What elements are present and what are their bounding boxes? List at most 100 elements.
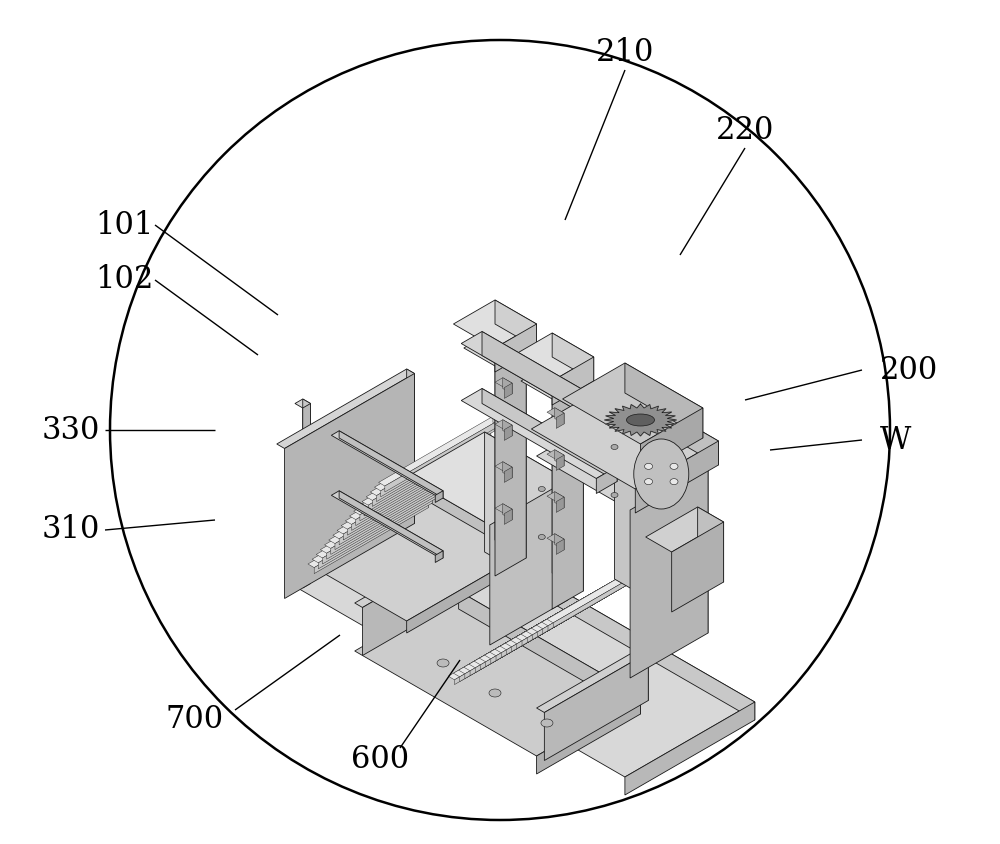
Polygon shape xyxy=(352,458,466,530)
Polygon shape xyxy=(542,568,642,625)
Polygon shape xyxy=(460,623,553,682)
Polygon shape xyxy=(308,498,428,568)
Polygon shape xyxy=(482,332,617,434)
Ellipse shape xyxy=(489,689,501,697)
Polygon shape xyxy=(604,404,676,436)
Text: 330: 330 xyxy=(42,414,100,446)
Polygon shape xyxy=(453,619,553,677)
Polygon shape xyxy=(555,533,564,550)
Polygon shape xyxy=(537,696,640,774)
Polygon shape xyxy=(343,468,458,540)
Ellipse shape xyxy=(541,719,553,727)
Polygon shape xyxy=(460,455,466,464)
Polygon shape xyxy=(495,462,512,472)
Polygon shape xyxy=(544,652,648,760)
Polygon shape xyxy=(573,604,579,613)
Polygon shape xyxy=(556,497,564,512)
Polygon shape xyxy=(285,374,414,598)
Polygon shape xyxy=(485,426,491,436)
Polygon shape xyxy=(496,602,590,661)
Polygon shape xyxy=(331,483,445,555)
Polygon shape xyxy=(316,489,437,558)
Polygon shape xyxy=(578,601,584,609)
Polygon shape xyxy=(417,507,755,720)
Polygon shape xyxy=(339,473,453,544)
Polygon shape xyxy=(350,450,470,520)
Polygon shape xyxy=(512,592,605,652)
Polygon shape xyxy=(615,411,708,633)
Polygon shape xyxy=(589,595,595,603)
Polygon shape xyxy=(339,491,443,558)
Polygon shape xyxy=(495,419,512,430)
Ellipse shape xyxy=(538,486,545,491)
Polygon shape xyxy=(635,568,642,576)
Polygon shape xyxy=(552,333,594,381)
Polygon shape xyxy=(448,622,548,679)
Polygon shape xyxy=(363,548,466,656)
Text: 102: 102 xyxy=(95,264,153,295)
Polygon shape xyxy=(504,383,512,398)
Polygon shape xyxy=(640,565,647,574)
Text: W: W xyxy=(880,425,911,456)
Polygon shape xyxy=(327,487,441,560)
Polygon shape xyxy=(345,455,466,524)
Polygon shape xyxy=(537,571,636,629)
Text: 220: 220 xyxy=(716,115,774,145)
Polygon shape xyxy=(555,450,564,466)
Polygon shape xyxy=(337,464,458,534)
Polygon shape xyxy=(527,584,621,642)
Polygon shape xyxy=(516,583,616,641)
Ellipse shape xyxy=(645,463,653,469)
Polygon shape xyxy=(431,489,437,498)
Polygon shape xyxy=(537,648,648,712)
Polygon shape xyxy=(646,507,724,552)
Polygon shape xyxy=(461,388,617,479)
Polygon shape xyxy=(504,467,512,483)
Polygon shape xyxy=(355,591,640,756)
Ellipse shape xyxy=(437,659,449,667)
Ellipse shape xyxy=(634,439,689,509)
Polygon shape xyxy=(427,489,531,561)
Polygon shape xyxy=(489,421,495,430)
Polygon shape xyxy=(495,330,526,558)
Polygon shape xyxy=(355,543,466,608)
Polygon shape xyxy=(370,426,491,495)
Polygon shape xyxy=(547,565,647,623)
Polygon shape xyxy=(552,357,594,405)
Polygon shape xyxy=(329,474,449,544)
Polygon shape xyxy=(469,610,569,668)
Polygon shape xyxy=(501,598,595,657)
Polygon shape xyxy=(547,619,553,628)
Text: 101: 101 xyxy=(95,209,153,241)
Polygon shape xyxy=(312,493,433,563)
Polygon shape xyxy=(552,363,583,591)
Polygon shape xyxy=(517,590,610,648)
Polygon shape xyxy=(320,484,441,553)
Polygon shape xyxy=(464,330,526,366)
Polygon shape xyxy=(537,411,708,510)
Polygon shape xyxy=(491,605,584,663)
Polygon shape xyxy=(640,408,703,474)
Polygon shape xyxy=(555,492,564,508)
Polygon shape xyxy=(503,504,512,520)
Polygon shape xyxy=(335,478,449,549)
Ellipse shape xyxy=(645,479,653,484)
Polygon shape xyxy=(630,571,636,580)
Polygon shape xyxy=(360,449,474,521)
Polygon shape xyxy=(475,614,569,673)
Polygon shape xyxy=(287,507,755,777)
Polygon shape xyxy=(594,592,600,601)
Polygon shape xyxy=(698,507,724,582)
Polygon shape xyxy=(599,589,605,598)
Polygon shape xyxy=(333,469,453,538)
Polygon shape xyxy=(358,441,478,510)
Polygon shape xyxy=(503,378,512,394)
Text: 700: 700 xyxy=(166,705,224,735)
Ellipse shape xyxy=(538,534,545,539)
Polygon shape xyxy=(625,702,755,795)
Polygon shape xyxy=(504,425,512,441)
Polygon shape xyxy=(490,480,568,645)
Polygon shape xyxy=(493,416,499,426)
Polygon shape xyxy=(490,598,590,656)
Polygon shape xyxy=(504,509,512,524)
